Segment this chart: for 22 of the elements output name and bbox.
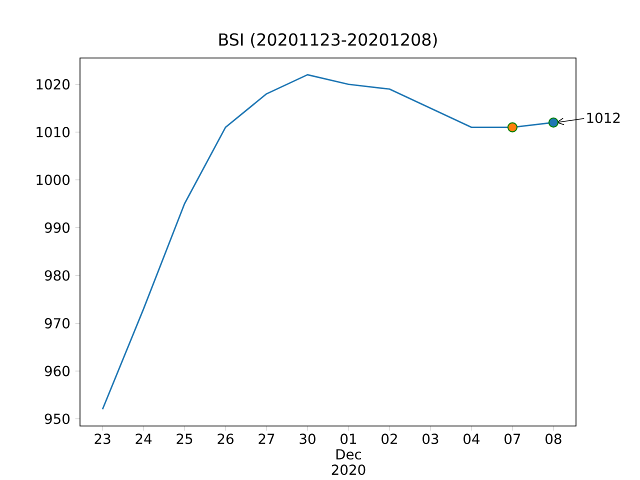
x-tick-label: 01 Dec 2020 <box>332 434 366 476</box>
x-tick-label: 07 <box>504 434 520 444</box>
chart-title: BSI (20201123-20201208) <box>219 32 437 48</box>
x-tick-label: 24 <box>136 434 152 444</box>
annotation: 1012 <box>587 112 620 124</box>
x-tick-label: 04 <box>464 434 480 444</box>
y-tick-label: 960 <box>44 366 70 376</box>
x-tick-label: 03 <box>422 434 438 444</box>
x-tick-label: 30 <box>300 434 316 444</box>
y-tick-label: 990 <box>44 222 70 233</box>
y-tick-label: 980 <box>44 270 70 281</box>
y-tick-label: 1010 <box>36 126 70 138</box>
x-tick-label: 02 <box>382 434 397 444</box>
y-tick-label: 970 <box>44 318 70 328</box>
x-tick-label: 23 <box>94 434 110 444</box>
x-tick-label: 26 <box>218 434 234 444</box>
x-tick-label: 08 <box>546 434 562 444</box>
y-tick-label: 1000 <box>36 174 70 186</box>
y-tick-label: 1020 <box>36 79 70 90</box>
x-tick-label: 27 <box>258 434 274 444</box>
x-tick-label: 25 <box>176 434 192 444</box>
y-tick-label: 950 <box>44 414 70 424</box>
